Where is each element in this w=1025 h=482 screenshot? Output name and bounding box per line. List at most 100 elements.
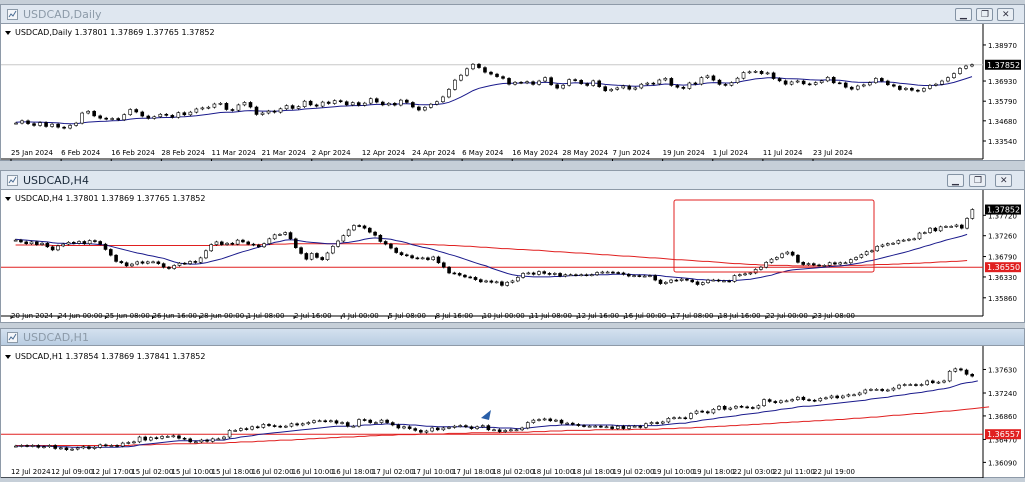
chart-menu-arrow-icon[interactable] [5,31,11,35]
candle-body [188,111,193,116]
candle [206,105,211,110]
candle-body [729,82,734,86]
candle-body [748,272,753,275]
time-tick-label: 19 Jul 18:00 [693,468,735,476]
chart-window-h4[interactable]: USDCAD,H4 ▁ ❐ ✕ 1.37720 1.37260 1.36790 1.3… [0,170,1025,323]
chart-menu-arrow-icon[interactable] [5,197,11,201]
close-button[interactable]: ✕ [997,8,1014,21]
candle [874,388,879,391]
candle-body [256,244,261,248]
candle [98,114,102,120]
candle [928,83,932,90]
candle-body [627,425,631,429]
candle-body [837,82,842,85]
chart-area[interactable]: 1.37630 1.37240 1.36860 1.36470 1.36090 12 J… [0,346,1025,481]
chart-menu-arrow-icon[interactable] [5,355,11,359]
candle-body [68,125,72,129]
price-tick-label: 1.37630 [988,366,1017,374]
minimize-button[interactable]: ▁ [955,8,972,21]
close-icon: ✕ [1000,176,1008,186]
candle [447,88,451,99]
price-chart-svg[interactable]: 1.37720 1.37260 1.36790 1.36330 1.35860 20 J… [1,190,1024,323]
candle [486,424,491,432]
candle [822,264,827,267]
candle-body [769,258,774,263]
candle-body [537,80,541,85]
candle [819,79,824,84]
candle [29,240,34,245]
candle-body [386,103,391,106]
candle-body [14,122,18,125]
candle-body [80,112,84,124]
chart-window-daily[interactable]: USDCAD,Daily ▁ ❐ ✕ 1.38970 1.36930 1.35790… [0,4,1025,162]
candle-body [936,381,941,384]
chart-window-h1[interactable]: USDCAD,H1 1.37630 1.37240 1.36860 1.36470 1.… [0,328,1025,481]
candle [411,101,415,109]
candle-body [484,280,488,283]
candle [350,101,355,107]
candle [632,274,636,278]
candle-body [938,226,943,232]
candle-body [188,438,193,443]
candle [92,109,96,118]
restore-button[interactable]: ❐ [969,174,986,187]
candle [827,261,832,267]
candle-body [722,405,727,410]
candle-body [897,384,901,389]
candle [783,79,788,86]
candle-body [383,241,388,245]
candle [40,242,44,246]
candle [109,444,114,447]
candle-body [695,281,700,285]
candle-body [417,106,421,111]
candle [352,224,356,232]
candle [426,256,430,261]
candle-body [289,423,294,427]
time-tick-label: 15 Jul 18:00 [212,468,254,476]
candle-body [513,81,517,85]
window-titlebar[interactable]: USDCAD,Daily ▁ ❐ ✕ [0,4,1025,24]
candle [922,231,927,235]
candle-body [357,225,362,227]
highlight-rectangle[interactable] [673,199,875,273]
candle-body [352,225,356,231]
window-titlebar[interactable]: USDCAD,H4 ▁ ❐ ✕ [0,170,1025,190]
candle [779,399,783,404]
restore-button[interactable]: ❐ [976,8,993,21]
window-titlebar[interactable]: USDCAD,H1 [0,328,1025,346]
candle-body [501,76,505,79]
candle-body [801,262,806,265]
candle-body [833,262,837,265]
price-chart-svg[interactable]: 1.37630 1.37240 1.36860 1.36470 1.36090 12 J… [1,346,1024,481]
candle-body [591,80,596,86]
candle-body [949,226,954,228]
candle-body [954,224,959,227]
candle-body [177,435,181,439]
candle-body [576,424,581,426]
candle-body [222,436,226,440]
candle [484,279,488,284]
chart-area[interactable]: 1.38970 1.36930 1.35790 1.34680 1.33540 25 J… [0,24,1025,162]
arrow-marker-icon[interactable] [481,410,491,420]
minimize-button[interactable]: ▁ [947,174,964,187]
candle [14,121,18,125]
candle [934,82,938,87]
price-chart-svg[interactable]: 1.38970 1.36930 1.35790 1.34680 1.33540 25 J… [1,24,1024,162]
candle-body [473,277,478,280]
candle [886,79,890,87]
candle-body [563,274,568,277]
candle [278,107,283,114]
candle-body [773,401,778,403]
candle [824,396,828,400]
candle [812,398,817,403]
candle-body [869,389,873,391]
candle [695,280,700,286]
candle [140,110,145,118]
candle [931,379,935,385]
candle-body [615,425,620,429]
candle-body [632,275,636,277]
close-button[interactable]: ✕ [995,174,1012,187]
chart-area[interactable]: 1.37720 1.37260 1.36790 1.36330 1.35860 20 J… [0,190,1025,323]
candle [497,428,502,433]
candle [212,102,217,109]
